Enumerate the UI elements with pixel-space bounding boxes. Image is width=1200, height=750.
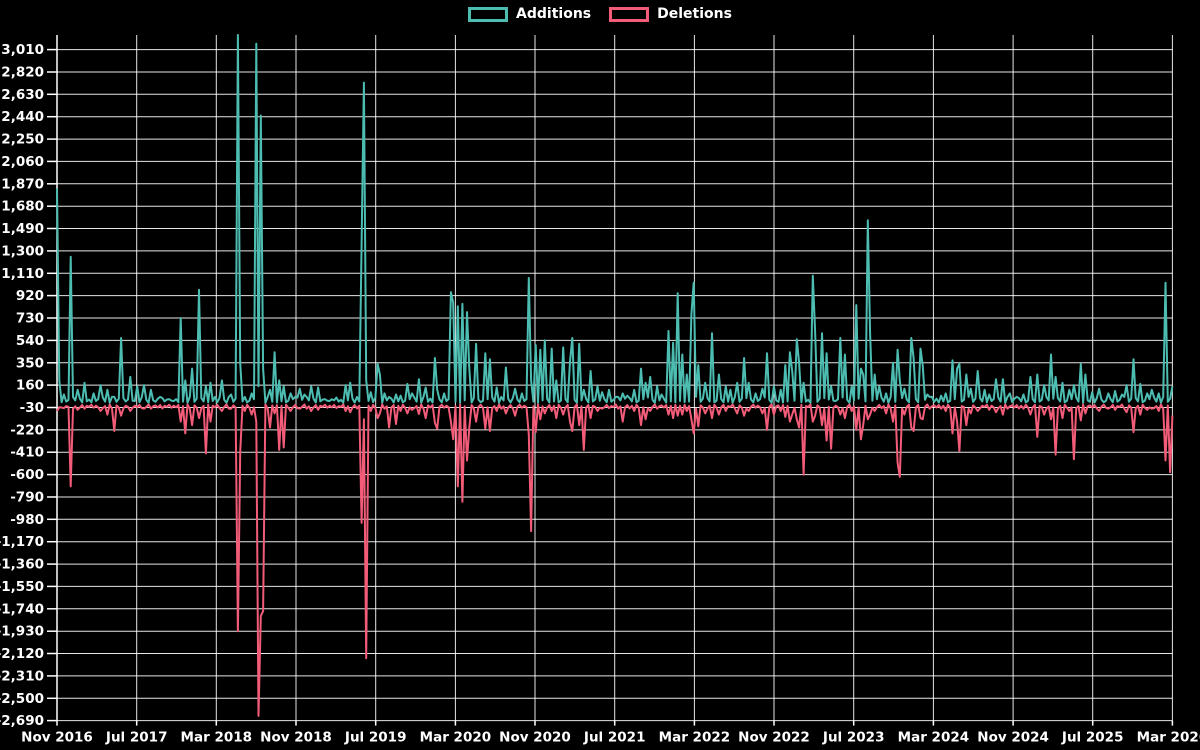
x-tick-label: Nov 2016 (21, 730, 93, 746)
y-tick-label: 2,440 (1, 109, 44, 125)
y-tick-label: -2,690 (0, 713, 44, 729)
x-tick-label: Mar 2020 (420, 730, 491, 746)
legend-label-deletions: Deletions (657, 6, 732, 22)
x-gridlines: Nov 2016 Jul 2017 Mar 2018 Nov 2018 Jul 2019… (21, 35, 1200, 746)
x-tick-label: Jul 2023 (822, 730, 885, 746)
y-tick-label: -2,310 (0, 668, 44, 684)
y-tick-label: -1,550 (0, 579, 44, 595)
y-tick-label: -980 (10, 512, 44, 528)
y-tick-label: 1,490 (1, 221, 44, 237)
x-tick-label: Jul 2025 (1061, 730, 1124, 746)
x-tick-label: Jul 2019 (344, 730, 407, 746)
x-tick-label: Jul 2017 (105, 730, 168, 746)
y-tick-label: -1,360 (0, 557, 44, 573)
y-tick-label: -600 (10, 467, 44, 483)
x-tick-label: Nov 2018 (260, 730, 332, 746)
y-tick-label: 2,060 (1, 154, 44, 170)
y-tick-label: 350 (16, 355, 44, 371)
y-tick-label: 160 (16, 378, 44, 394)
y-tick-label: -1,930 (0, 624, 44, 640)
y-tick-label: -2,120 (0, 646, 44, 662)
y-tick-label: 920 (16, 288, 44, 304)
y-tick-label: 1,300 (1, 243, 44, 259)
y-tick-label: 2,630 (1, 87, 44, 103)
additions-swatch-icon (468, 6, 509, 22)
y-tick-label: 540 (16, 333, 44, 349)
x-tick-label: Jul 2021 (583, 730, 646, 746)
deletions-line (56, 403, 1174, 717)
y-tick-label: 2,250 (1, 132, 44, 148)
x-tick-label: Nov 2022 (738, 730, 810, 746)
y-tick-label: -1,740 (0, 601, 44, 617)
y-tick-label: -220 (10, 422, 44, 438)
additions-line (56, 34, 1174, 404)
legend-item-additions[interactable]: Additions (468, 6, 591, 22)
x-tick-label: Mar 2024 (898, 730, 969, 746)
y-tick-label: -30 (20, 400, 44, 416)
legend-label-additions: Additions (516, 6, 592, 22)
y-tick-label: 1,680 (1, 199, 44, 215)
y-tick-label: 1,870 (1, 176, 44, 192)
y-tick-label: 730 (16, 311, 44, 327)
y-tick-label: -2,500 (0, 691, 44, 707)
legend-item-deletions[interactable]: Deletions (609, 6, 732, 22)
y-tick-label: 1,110 (1, 266, 44, 282)
y-tick-label: -410 (10, 445, 44, 461)
x-tick-label: Mar 2026 (1137, 730, 1200, 746)
y-tick-label: -1,170 (0, 534, 44, 550)
x-tick-label: Nov 2020 (499, 730, 571, 746)
x-tick-label: Nov 2024 (977, 730, 1049, 746)
y-tick-label: 2,820 (1, 65, 44, 81)
y-tick-label: 3,010 (1, 42, 44, 58)
x-tick-label: Mar 2018 (181, 730, 252, 746)
y-tick-label: -790 (10, 490, 44, 506)
deletions-swatch-icon (609, 6, 650, 22)
chart-legend: Additions Deletions (0, 6, 1200, 22)
x-tick-label: Mar 2022 (659, 730, 730, 746)
